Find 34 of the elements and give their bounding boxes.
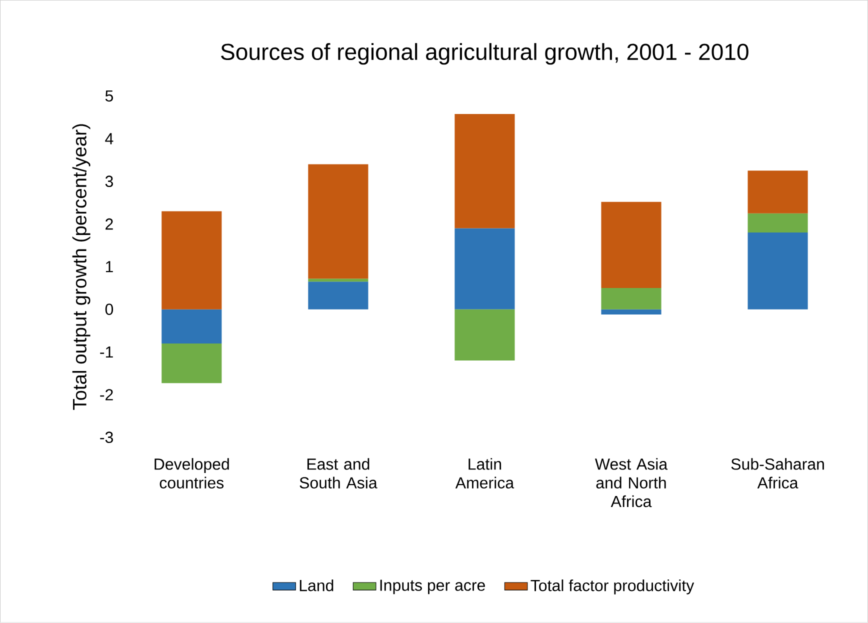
y-tick-label: 4 — [105, 133, 114, 144]
y-tick-label: 1 — [106, 261, 113, 272]
y-tick-label: 5 — [105, 90, 113, 102]
y-tick-label: -2 — [100, 389, 113, 400]
y-axis-title: Total output growth (percent/year) — [72, 124, 90, 410]
x-tick-label: Developed countries — [154, 458, 229, 489]
legend-label: Total factor productivity — [530, 580, 694, 594]
y-tick-label: 2 — [106, 218, 113, 230]
bar — [454, 228, 515, 310]
x-tick-label: Latin America — [455, 458, 514, 489]
y-tick-label: -1 — [100, 346, 113, 358]
bar — [748, 170, 808, 214]
bar — [162, 211, 222, 310]
legend-label: Land — [300, 580, 334, 592]
bar — [162, 344, 222, 384]
bar — [601, 288, 662, 310]
y-tick-label: -3 — [100, 432, 113, 444]
bar — [454, 114, 515, 228]
chart-title: Sources of regional agricultural growth, 2001 - 2010 — [221, 43, 748, 65]
y-tick-label: 0 — [105, 304, 114, 316]
bar — [308, 278, 368, 282]
bar — [454, 309, 515, 361]
bar — [748, 213, 808, 233]
bar — [308, 164, 368, 279]
bar — [601, 202, 662, 288]
bar — [601, 309, 662, 315]
legend-label: Inputs per acre — [380, 580, 485, 594]
x-tick-label: West Asia and North Africa — [594, 458, 668, 508]
y-tick-label: 3 — [105, 176, 113, 188]
bar — [162, 309, 222, 344]
x-tick-label: Sub-Saharan Africa — [731, 458, 824, 489]
bar — [748, 232, 808, 310]
x-tick-label: East and South Asia — [300, 458, 378, 489]
bar — [308, 282, 368, 310]
